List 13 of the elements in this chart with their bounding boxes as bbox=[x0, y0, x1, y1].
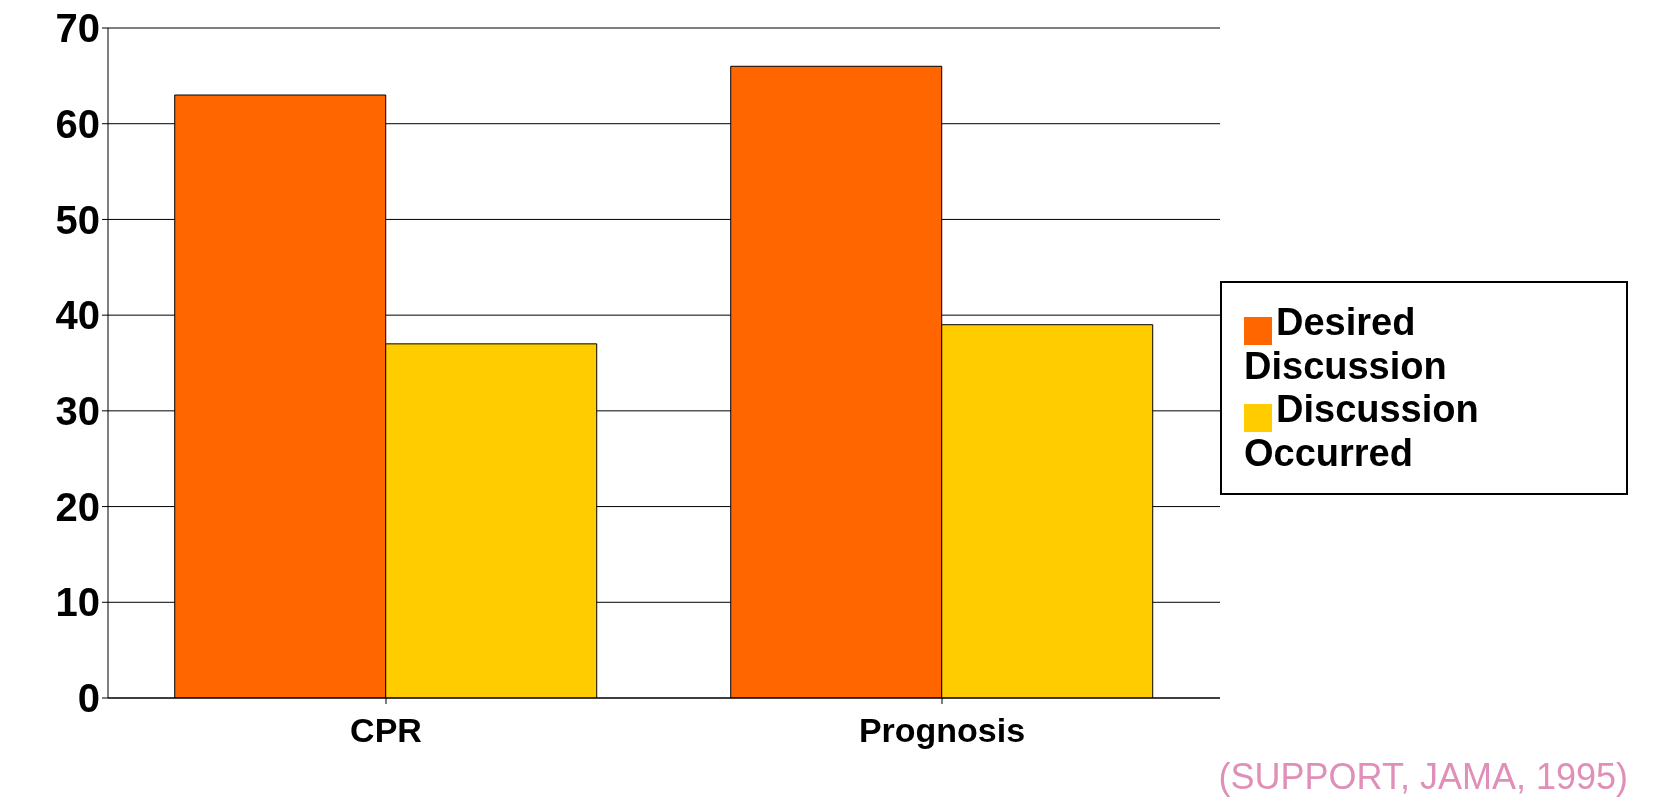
legend-label: Desired Discussion bbox=[1244, 301, 1447, 387]
x-tick-label: Prognosis bbox=[858, 711, 1026, 750]
text: (SUPPORT, JAMA, 1995) bbox=[1218, 756, 1628, 798]
y-tick-label: 20 bbox=[55, 484, 100, 529]
x-tick-label: CPR bbox=[350, 711, 422, 750]
y-tick-label: 30 bbox=[55, 389, 100, 434]
legend-label: Discussion Occurred bbox=[1244, 388, 1479, 474]
y-tick-label: 60 bbox=[55, 101, 100, 146]
y-tick-label: 40 bbox=[55, 293, 100, 338]
y-tick-label: 70 bbox=[55, 6, 100, 51]
y-tick-label: 0 bbox=[77, 676, 100, 721]
y-tick-label: 10 bbox=[55, 580, 100, 625]
y-tick-label: 50 bbox=[55, 197, 100, 242]
